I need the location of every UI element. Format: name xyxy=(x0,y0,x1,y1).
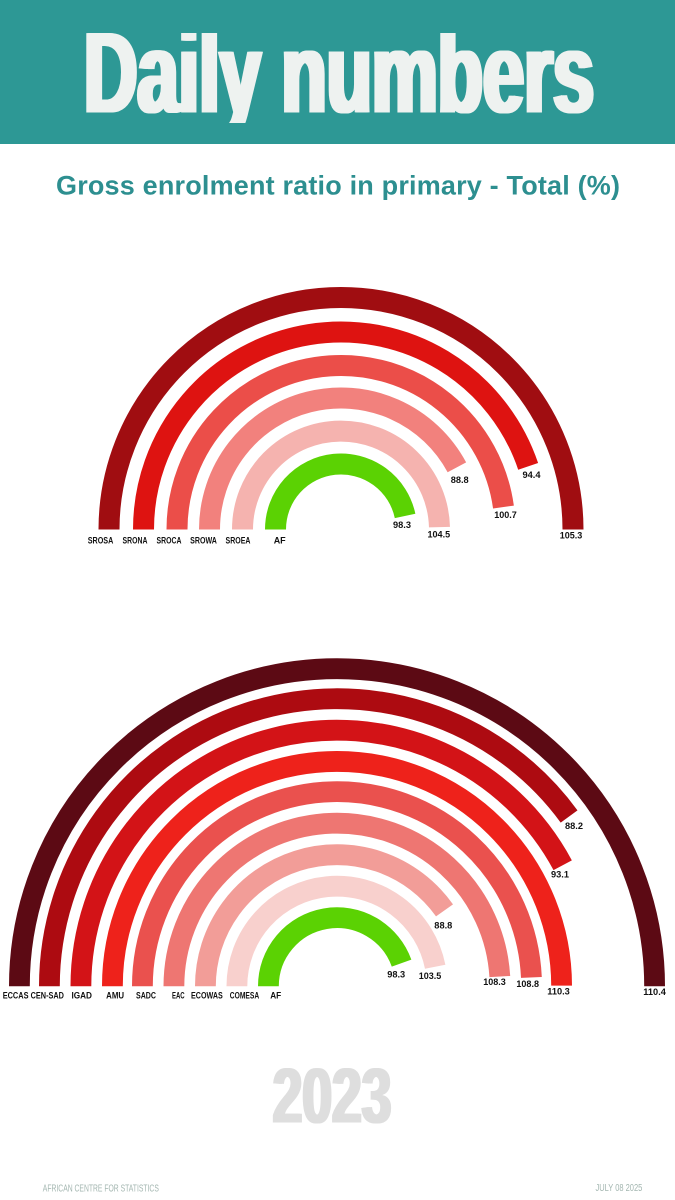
svg-text:SROEA: SROEA xyxy=(226,535,251,546)
svg-text:2023: 2023 xyxy=(273,1054,392,1140)
svg-text:SRONA: SRONA xyxy=(123,535,148,546)
svg-text:88.8: 88.8 xyxy=(434,921,452,932)
svg-text:98.3: 98.3 xyxy=(393,520,411,531)
svg-text:Daily numbers: Daily numbers xyxy=(83,10,593,137)
svg-text:104.5: 104.5 xyxy=(428,529,451,540)
svg-text:CEN-SAD: CEN-SAD xyxy=(31,991,64,1002)
svg-text:93.1: 93.1 xyxy=(551,870,570,881)
svg-text:SROWA: SROWA xyxy=(190,535,217,546)
svg-text:Daily numbers: Daily numbers xyxy=(85,10,595,137)
svg-text:IGAD: IGAD xyxy=(71,991,92,1002)
svg-text:SADC: SADC xyxy=(136,991,156,1002)
svg-text:94.4: 94.4 xyxy=(523,470,542,481)
svg-text:110.4: 110.4 xyxy=(643,987,666,998)
svg-text:ECOWAS: ECOWAS xyxy=(191,991,223,1002)
svg-text:Gross enrolment ratio in prima: Gross enrolment ratio in primary - Total… xyxy=(56,170,620,200)
svg-text:98.3: 98.3 xyxy=(387,969,405,980)
svg-text:Daily numbers: Daily numbers xyxy=(86,10,596,137)
svg-text:AF: AF xyxy=(270,991,281,1002)
svg-text:88.8: 88.8 xyxy=(451,475,469,486)
svg-text:105.3: 105.3 xyxy=(560,530,583,541)
svg-text:103.5: 103.5 xyxy=(419,971,442,982)
svg-text:88.2: 88.2 xyxy=(565,821,583,832)
svg-text:108.3: 108.3 xyxy=(483,977,506,988)
svg-text:SROCA: SROCA xyxy=(157,535,182,546)
svg-text:110.3: 110.3 xyxy=(547,987,570,998)
svg-text:Daily numbers: Daily numbers xyxy=(84,10,594,137)
svg-text:EAC: EAC xyxy=(172,991,185,1002)
svg-text:2023: 2023 xyxy=(271,1054,390,1140)
svg-text:100.7: 100.7 xyxy=(494,510,517,521)
svg-text:AFRICAN CENTRE FOR STATISTICS: AFRICAN CENTRE FOR STATISTICS xyxy=(43,1182,159,1194)
svg-text:AMU: AMU xyxy=(106,991,124,1002)
svg-text:ECCAS: ECCAS xyxy=(3,991,29,1002)
svg-text:COMESA: COMESA xyxy=(230,991,259,1002)
svg-text:SROSA: SROSA xyxy=(88,535,114,546)
svg-text:JULY 08 2025: JULY 08 2025 xyxy=(596,1182,643,1193)
svg-text:AF: AF xyxy=(274,535,286,546)
svg-text:Daily numbers: Daily numbers xyxy=(81,10,591,137)
svg-text:2023: 2023 xyxy=(274,1054,393,1140)
svg-text:108.8: 108.8 xyxy=(516,979,539,990)
